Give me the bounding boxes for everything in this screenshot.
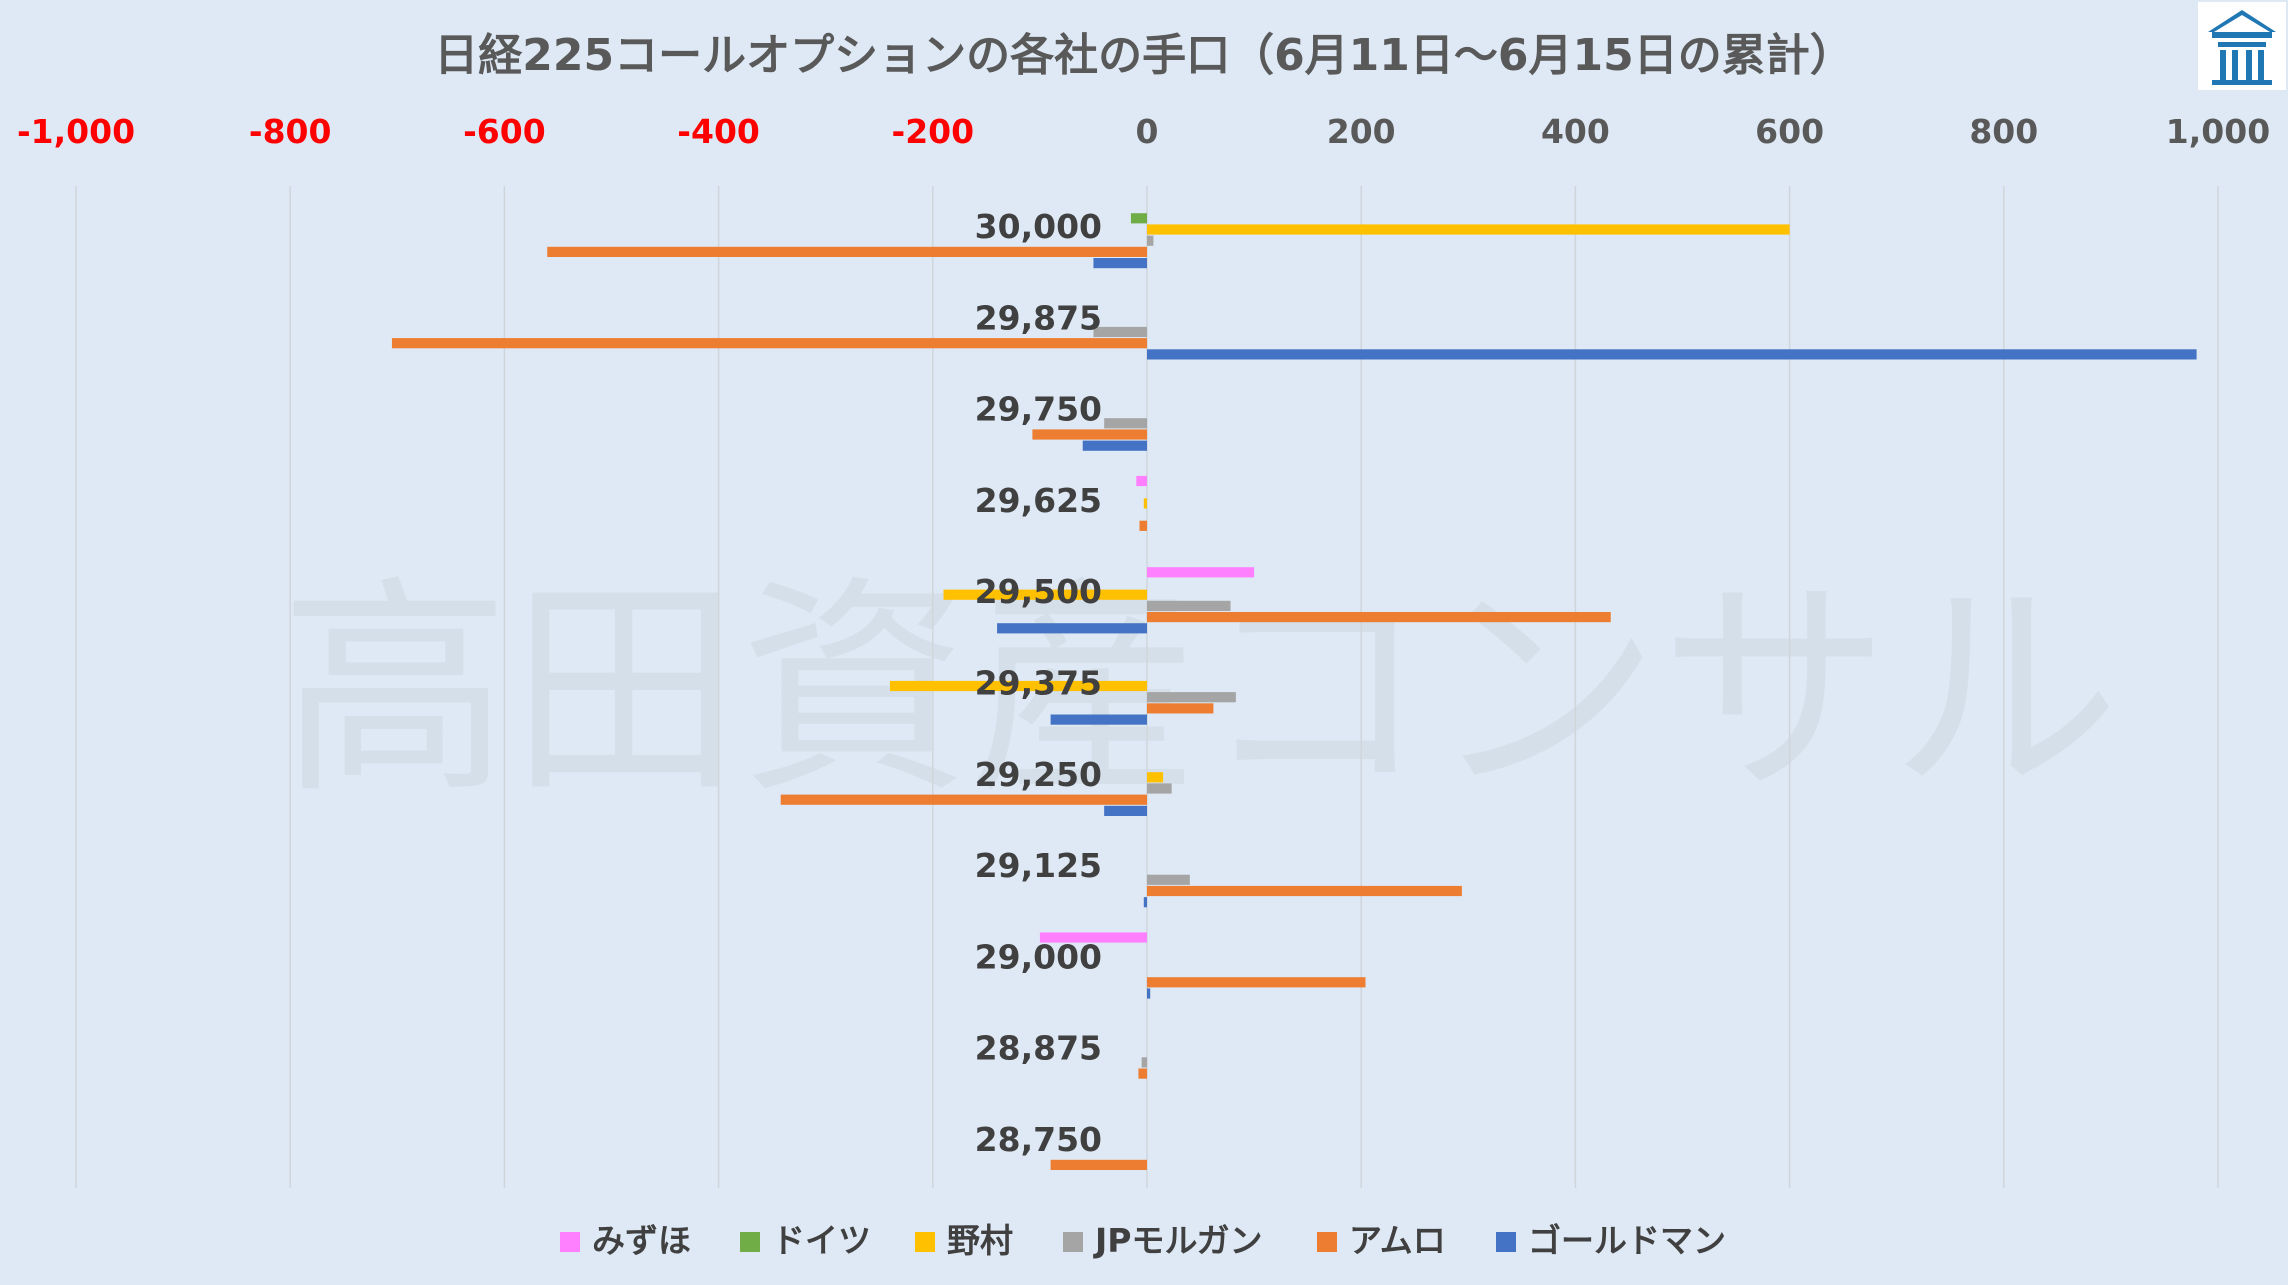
category-label: 29,625 xyxy=(975,481,1102,520)
x-tick-label: 800 xyxy=(1969,112,2038,151)
bar xyxy=(1147,885,1462,897)
category-label: 28,875 xyxy=(975,1029,1102,1068)
legend-label: 野村 xyxy=(947,1221,1013,1260)
bar xyxy=(780,794,1147,805)
category-label: 29,500 xyxy=(975,572,1102,611)
bar xyxy=(1050,1159,1147,1170)
bar xyxy=(1143,498,1147,509)
legend-swatch xyxy=(1063,1232,1083,1252)
bar xyxy=(1104,418,1147,429)
category-label: 29,750 xyxy=(975,390,1102,429)
logo-icon xyxy=(2208,10,2276,85)
x-tick-label: 600 xyxy=(1755,112,1824,151)
x-tick-label: -1,000 xyxy=(17,112,135,151)
x-tick-label: 0 xyxy=(1136,112,1159,151)
legend-label: JPモルガン xyxy=(1093,1221,1262,1260)
x-tick-label: -600 xyxy=(463,112,546,151)
bar xyxy=(1143,897,1147,908)
bar xyxy=(1082,440,1147,451)
bar xyxy=(1147,783,1172,794)
x-axis-ticks: -1,000 -800 -600 -400 -200 0 200 400 600 800 1,000 xyxy=(17,112,2270,151)
bar xyxy=(1104,805,1147,816)
legend-swatch xyxy=(1317,1232,1337,1252)
bar xyxy=(1130,213,1147,224)
category-label: 29,125 xyxy=(975,846,1102,885)
chart-title: 日経225コールオプションの各社の手口（6月11日～6月15日の累計） xyxy=(434,30,1854,81)
x-tick-label: -200 xyxy=(892,112,975,151)
bar xyxy=(1147,224,1790,235)
legend-swatch xyxy=(560,1232,580,1252)
category-label: 29,250 xyxy=(975,755,1102,794)
bar xyxy=(1093,326,1147,338)
bar xyxy=(889,680,1147,692)
bar xyxy=(1050,714,1147,725)
bar xyxy=(1147,567,1255,578)
bar xyxy=(1141,1057,1147,1068)
legend-swatch xyxy=(740,1232,760,1252)
bar xyxy=(1147,874,1190,885)
category-label: 30,000 xyxy=(975,207,1102,246)
bar xyxy=(1093,258,1147,269)
bar xyxy=(1147,988,1151,999)
bar xyxy=(1147,235,1154,246)
bars xyxy=(391,213,2197,1170)
x-tick-label: 1,000 xyxy=(2166,112,2270,151)
bar xyxy=(1147,772,1164,783)
category-label: 29,375 xyxy=(975,664,1102,703)
category-label: 29,875 xyxy=(975,298,1102,337)
bar xyxy=(1139,520,1147,531)
legend-label: みずほ xyxy=(592,1221,691,1260)
x-tick-label: 200 xyxy=(1327,112,1396,151)
company-logo xyxy=(2198,2,2286,90)
bar xyxy=(1136,475,1147,487)
legend-swatch xyxy=(1496,1232,1516,1252)
category-label: 29,000 xyxy=(975,937,1102,976)
watermark: 高田資産コンサル xyxy=(280,558,2120,825)
bar xyxy=(1147,600,1231,611)
category-label: 28,750 xyxy=(975,1120,1102,1159)
category-labels: 30,000 29,875 29,750 29,625 29,500 29,375 29,2… xyxy=(975,207,1102,1159)
bar xyxy=(1147,977,1366,988)
bar xyxy=(997,623,1147,634)
bar xyxy=(1032,429,1147,440)
bar xyxy=(1039,932,1147,943)
legend-swatch xyxy=(915,1232,935,1252)
bar xyxy=(1138,1068,1147,1079)
bar xyxy=(1147,703,1214,714)
x-tick-label: 400 xyxy=(1541,112,1610,151)
bar xyxy=(943,589,1147,600)
x-tick-label: -800 xyxy=(249,112,332,151)
bar xyxy=(1147,349,2197,360)
legend-label: ゴールドマン xyxy=(1528,1221,1726,1260)
legend-label: アムロ xyxy=(1349,1221,1446,1260)
legend-label: ドイツ xyxy=(772,1221,871,1260)
bar xyxy=(391,338,1147,349)
bar xyxy=(547,246,1147,257)
bar xyxy=(1147,692,1236,703)
bar xyxy=(1147,612,1611,623)
legend: みずほ ドイツ 野村 JPモルガン アムロ ゴールドマン xyxy=(560,1221,1726,1260)
x-tick-label: -400 xyxy=(677,112,760,151)
